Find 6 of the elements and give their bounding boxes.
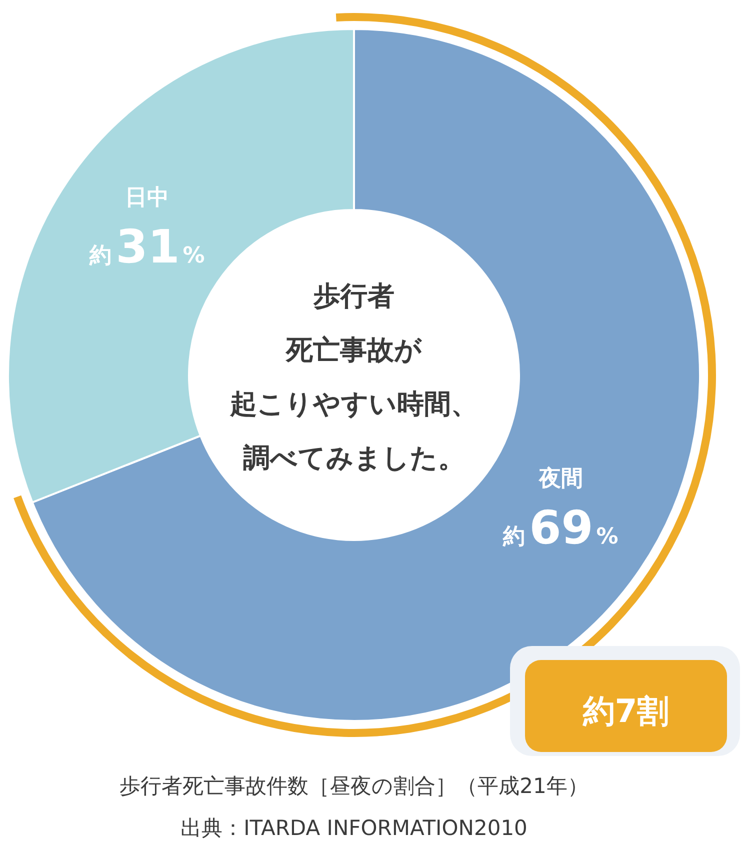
text: 歩行者死亡事故が起こりやすい時間、調べてみました。 (229, 281, 478, 474)
source-note: 出典：ITARDA INFORMATION2010 (180, 816, 528, 840)
text: 歩行者死亡事故件数［昼夜の割合］（平成21年） (120, 774, 588, 798)
slice-label: 夜間 (538, 466, 583, 492)
slice-label: 日中 (125, 185, 170, 210)
text: 約7割 (582, 692, 670, 730)
